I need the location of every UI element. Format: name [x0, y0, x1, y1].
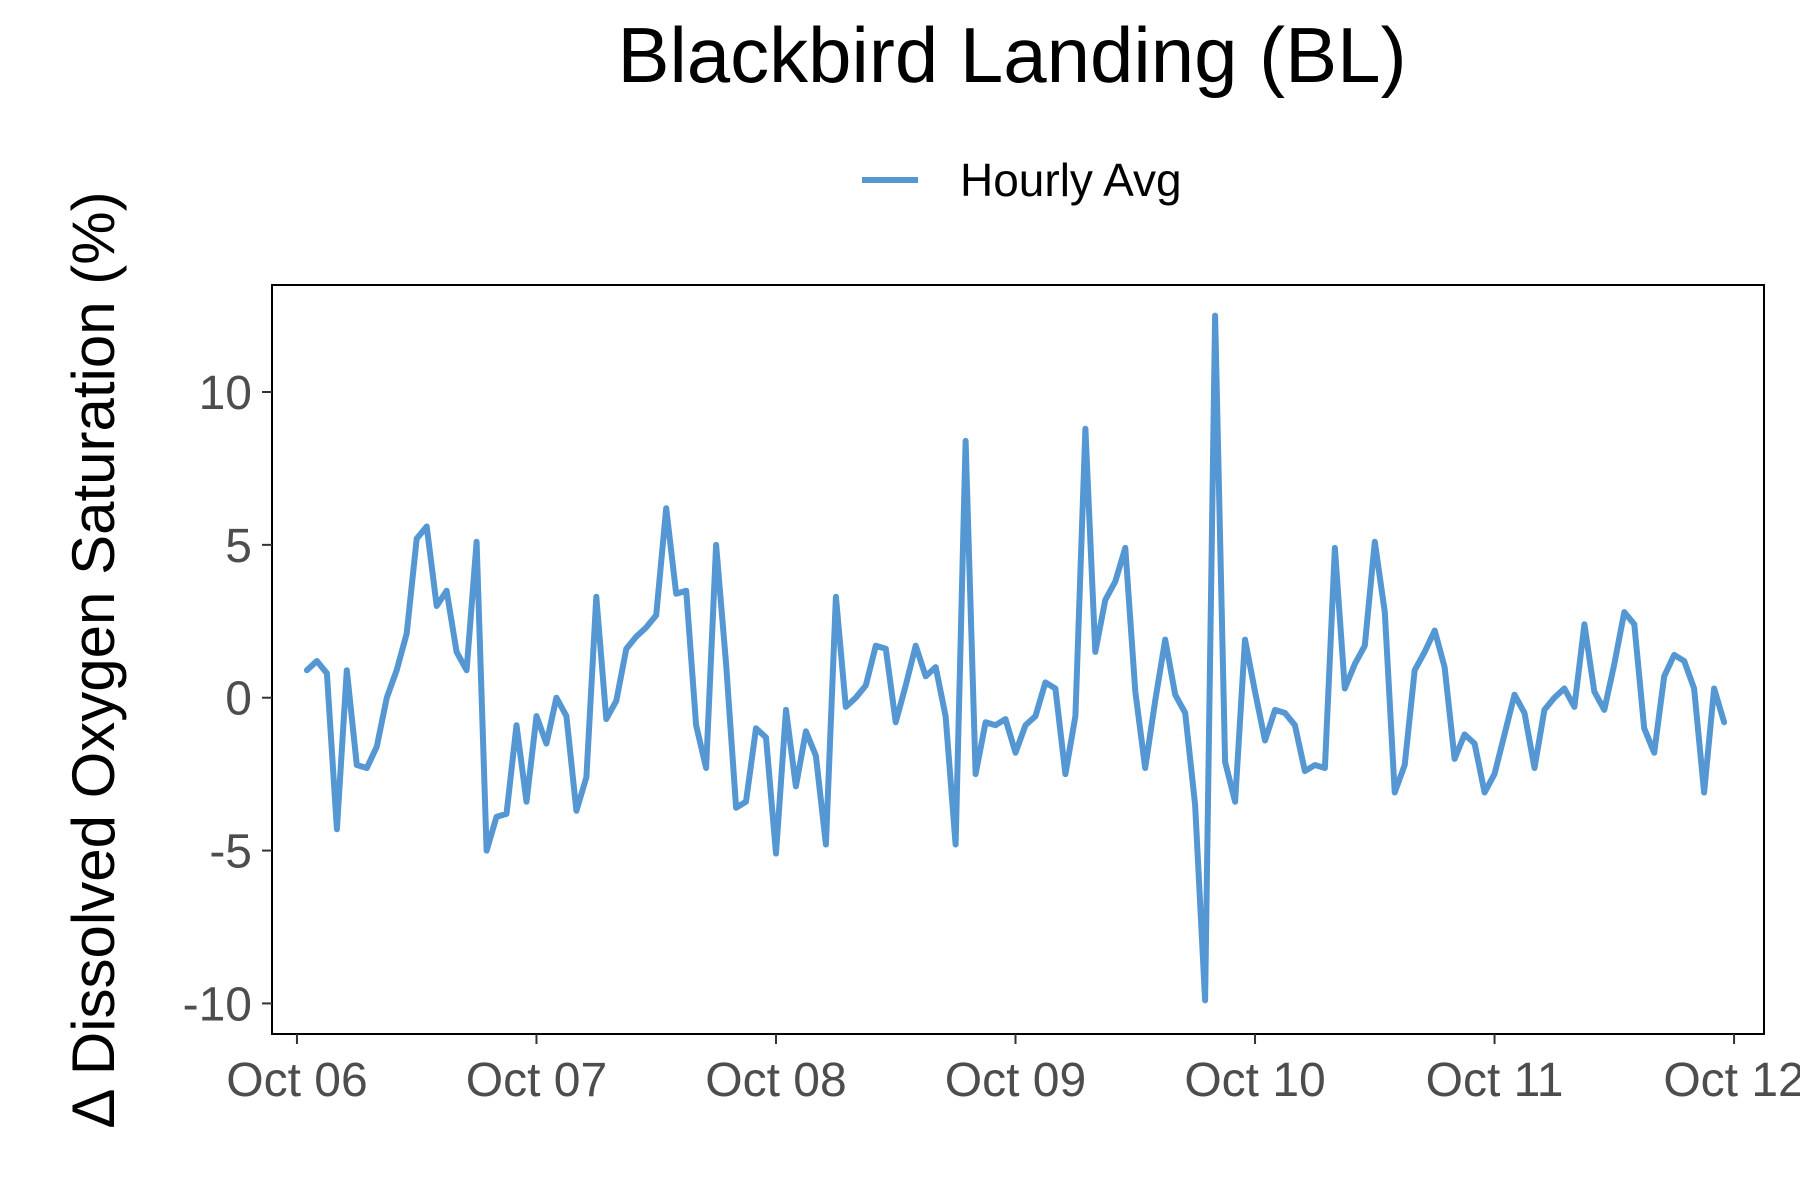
- y-axis-label: Δ Dissolved Oxygen Saturation (%): [60, 191, 127, 1128]
- plot-border: [271, 284, 1765, 1035]
- x-axis-ticks: Oct 06 Oct 07 Oct 08 Oct 09 Oct 10 Oct 11 Oct …: [226, 1034, 1800, 1107]
- x-tick-label: Oct 10: [1184, 1054, 1325, 1107]
- series-layer: [303, 312, 1728, 1004]
- y-tick-label: 5: [225, 520, 252, 573]
- series-line-hourly-avg: [303, 312, 1728, 1004]
- x-tick-label: Oct 07: [466, 1054, 607, 1107]
- x-tick-label: Oct 09: [945, 1054, 1086, 1107]
- x-tick-label: Oct 08: [705, 1054, 846, 1107]
- y-tick-label: 10: [199, 367, 252, 420]
- chart-title: Blackbird Landing (BL): [617, 11, 1406, 99]
- x-tick-label: Oct 11: [1426, 1054, 1564, 1107]
- x-tick-label: Oct 12: [1663, 1054, 1800, 1107]
- legend-label: Hourly Avg: [960, 154, 1182, 206]
- y-tick-label: -10: [183, 978, 252, 1031]
- y-tick-label: -5: [209, 826, 252, 879]
- y-axis-ticks: 10 5 0 -5 -10: [183, 367, 272, 1031]
- x-tick-label: Oct 06: [226, 1054, 367, 1107]
- y-tick-label: 0: [225, 673, 252, 726]
- legend: Hourly Avg: [862, 154, 1182, 206]
